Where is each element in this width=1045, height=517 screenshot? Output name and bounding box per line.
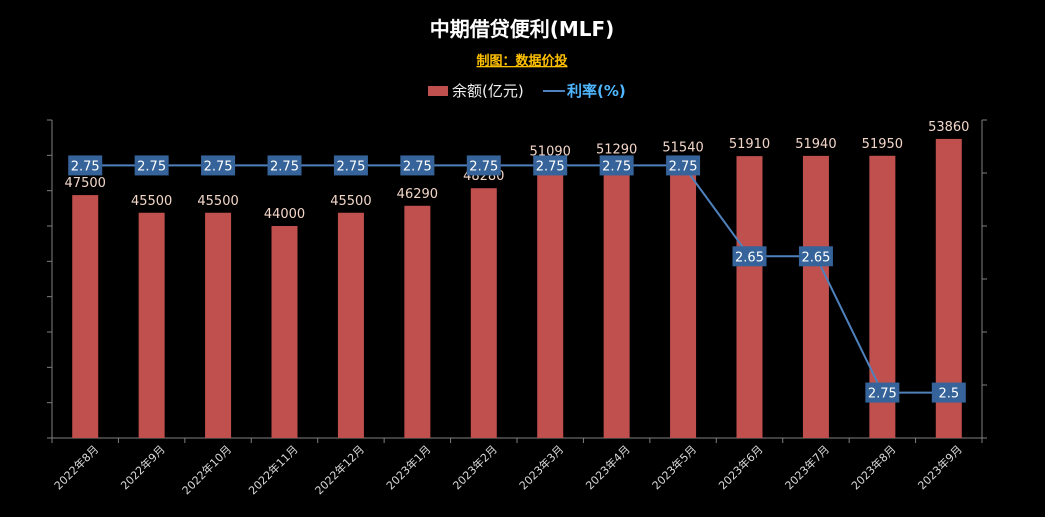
rate-data-label: 2.75 <box>669 159 698 174</box>
rate-label-box <box>134 155 169 176</box>
bar-data-label: 51910 <box>729 137 770 152</box>
rate-data-label: 2.65 <box>735 250 764 265</box>
rate-data-label: 2.75 <box>536 159 565 174</box>
rate-data-label: 2.75 <box>336 159 365 174</box>
rate-data-label: 2.75 <box>71 159 100 174</box>
rate-label-box <box>599 155 634 176</box>
rate-label-box <box>68 155 103 176</box>
bar <box>404 205 431 438</box>
rate-label-box <box>201 155 236 176</box>
rate-label-box <box>798 246 833 267</box>
bar-data-label: 51950 <box>862 137 903 152</box>
bar-data-label: 51940 <box>795 137 836 152</box>
bar <box>72 195 99 438</box>
line-series: 2.75 2.75 2.75 2.75 2.75 2.75 2.75 2.75 2.75 2.75… <box>68 155 966 403</box>
rate-data-label: 2.75 <box>204 159 233 174</box>
rate-data-label: 2.5 <box>938 387 959 402</box>
legend: 余额(亿元) 利率(%) <box>428 82 626 100</box>
chart-subtitle: 制图：数据价投 <box>476 53 567 69</box>
rate-data-label: 2.75 <box>602 159 631 174</box>
bar <box>337 212 364 438</box>
bar <box>205 212 232 438</box>
rate-data-label: 2.65 <box>801 250 830 265</box>
rate-label-box <box>333 155 368 176</box>
chart-title: 中期借贷便利(MLF) <box>430 17 615 41</box>
rate-data-label: 2.75 <box>403 159 432 174</box>
legend-bar-swatch <box>428 86 448 96</box>
bar <box>138 212 165 438</box>
rate-data-label: 2.75 <box>469 159 498 174</box>
rate-label-box <box>466 155 501 176</box>
rate-label-box <box>400 155 435 176</box>
rate-label-box <box>267 155 302 176</box>
bar-data-label: 51540 <box>662 140 703 155</box>
legend-bar-label: 余额(亿元) <box>452 82 524 100</box>
rate-data-label: 2.75 <box>270 159 299 174</box>
bar-data-label: 51290 <box>596 143 637 158</box>
bar-data-label: 45500 <box>131 194 172 209</box>
rate-data-label: 2.75 <box>868 387 897 402</box>
bar <box>603 161 630 439</box>
bar <box>271 226 298 438</box>
bar <box>670 159 697 438</box>
bar <box>736 156 763 438</box>
bar <box>470 188 497 438</box>
bar-data-label: 45500 <box>197 194 238 209</box>
bar-data-label: 45500 <box>330 194 371 209</box>
bar-data-label: 46290 <box>397 187 438 202</box>
rate-label-box <box>666 155 701 176</box>
bar <box>537 163 564 438</box>
rate-data-label: 2.75 <box>137 159 166 174</box>
rate-label-box <box>533 155 568 176</box>
rate-label-box <box>865 382 900 403</box>
bar-data-label: 53860 <box>928 120 969 135</box>
bar-data-label: 44000 <box>264 207 305 222</box>
bar-data-label: 47500 <box>65 176 106 191</box>
legend-line-label: 利率(%) <box>567 82 626 100</box>
rate-label-box <box>732 246 767 267</box>
bar <box>802 155 829 438</box>
rate-label-box <box>931 382 966 403</box>
